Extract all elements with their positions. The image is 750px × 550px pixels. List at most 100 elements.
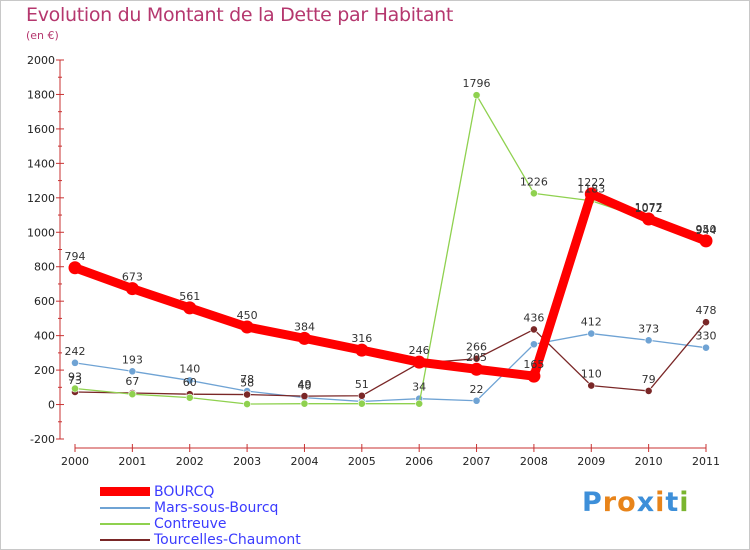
logo-letter: t bbox=[665, 487, 680, 518]
y-tick-label: 600 bbox=[34, 295, 55, 308]
data-label-bourcq: 165 bbox=[523, 358, 544, 371]
data-point-bourcq bbox=[125, 282, 139, 296]
data-label-tourcelles-chaumont: 110 bbox=[581, 368, 602, 381]
data-point-tourcelles-chaumont bbox=[587, 381, 596, 390]
y-tick-label: -200 bbox=[30, 433, 55, 446]
x-tick-label: 2002 bbox=[176, 455, 204, 468]
data-point-contreuve bbox=[300, 399, 309, 408]
data-label-bourcq: 205 bbox=[466, 351, 487, 364]
series-line-contreuve bbox=[74, 94, 707, 405]
data-label-bourcq: 950 bbox=[696, 223, 717, 236]
data-label-contreuve: 93 bbox=[68, 371, 82, 384]
logo-letter: r bbox=[602, 487, 618, 518]
data-label-mars-sous-bourcq: 412 bbox=[581, 316, 602, 329]
data-point-tourcelles-chaumont bbox=[357, 391, 366, 400]
y-tick-label: 400 bbox=[34, 330, 55, 343]
y-tick-label: 1400 bbox=[27, 157, 55, 170]
data-label-mars-sous-bourcq: 22 bbox=[470, 383, 484, 396]
data-point-bourcq bbox=[584, 187, 598, 201]
legend-label-contreuve: Contreuve bbox=[154, 516, 227, 532]
y-tick-label: 0 bbox=[48, 399, 55, 412]
x-tick-label: 2008 bbox=[520, 455, 548, 468]
data-point-contreuve bbox=[530, 189, 538, 198]
data-label-mars-sous-bourcq: 373 bbox=[638, 322, 659, 335]
axes: -200 0 200 400 600 800 1000 1200 1400 1600 1800 200… bbox=[27, 54, 720, 468]
data-point-tourcelles-chaumont bbox=[644, 387, 653, 395]
data-point-contreuve bbox=[128, 390, 137, 399]
data-point-mars-sous-bourcq bbox=[185, 376, 194, 385]
legend-swatch-contreuve bbox=[100, 523, 150, 525]
data-label-contreuve: 1226 bbox=[520, 175, 548, 188]
y-tick-label: 200 bbox=[34, 364, 55, 377]
data-point-mars-sous-bourcq bbox=[128, 367, 137, 376]
x-tick-label: 2004 bbox=[290, 455, 318, 468]
data-label-tourcelles-chaumont: 60 bbox=[183, 376, 197, 389]
chart-title: Evolution du Montant de la Dette par Hab… bbox=[26, 4, 454, 26]
y-tick-label: 1000 bbox=[27, 226, 55, 239]
series-layer bbox=[68, 91, 713, 408]
data-label-bourcq: 1222 bbox=[577, 176, 605, 189]
data-label-contreuve: 944 bbox=[696, 224, 717, 237]
x-tick-label: 2009 bbox=[577, 455, 605, 468]
y-tick-label: 1200 bbox=[27, 192, 55, 205]
data-label-tourcelles-chaumont: 58 bbox=[240, 377, 254, 390]
legend-label-bourcq: BOURCQ bbox=[154, 484, 215, 500]
data-point-bourcq bbox=[412, 355, 426, 369]
proxiti-logo: Proxiti bbox=[582, 487, 690, 518]
data-point-tourcelles-chaumont bbox=[300, 392, 309, 401]
legend-swatch-mars-sous-bourcq bbox=[100, 507, 150, 509]
data-label-bourcq: 673 bbox=[122, 271, 143, 284]
data-point-contreuve bbox=[243, 400, 251, 408]
x-tick-label: 2010 bbox=[635, 455, 663, 468]
x-tick-label: 2003 bbox=[233, 455, 261, 468]
legend-label-tourcelles-chaumont: Tourcelles-Chaumont bbox=[154, 532, 301, 548]
data-label-mars-sous-bourcq: 242 bbox=[65, 345, 86, 358]
logo-letter: i bbox=[655, 487, 666, 518]
data-point-bourcq bbox=[297, 331, 311, 345]
data-label-bourcq: 794 bbox=[65, 250, 86, 263]
legend-label-mars-sous-bourcq: Mars-sous-Bourcq bbox=[154, 500, 279, 516]
data-point-contreuve bbox=[71, 384, 79, 393]
data-label-tourcelles-chaumont: 79 bbox=[642, 373, 656, 386]
logo-letter: o bbox=[617, 487, 637, 518]
data-label-mars-sous-bourcq: 140 bbox=[179, 362, 200, 375]
data-label-tourcelles-chaumont: 51 bbox=[355, 378, 369, 391]
data-label-tourcelles-chaumont: 49 bbox=[297, 378, 311, 391]
data-label-bourcq: 1077 bbox=[635, 201, 663, 214]
data-label-contreuve: 1796 bbox=[463, 77, 491, 90]
series-line-bourcq bbox=[70, 189, 711, 381]
data-label-bourcq: 450 bbox=[237, 309, 258, 322]
data-point-tourcelles-chaumont bbox=[472, 354, 481, 363]
data-label-mars-sous-bourcq: 34 bbox=[412, 381, 426, 394]
data-point-bourcq bbox=[642, 212, 656, 226]
data-label-tourcelles-chaumont: 478 bbox=[696, 304, 717, 317]
x-tick-label: 2011 bbox=[692, 455, 720, 468]
data-point-bourcq bbox=[183, 301, 197, 315]
line-chart: -200 0 200 400 600 800 1000 1200 1400 1600 1800 200… bbox=[27, 54, 720, 468]
data-label-contreuve: 1183 bbox=[577, 183, 605, 196]
y-tick-label: 1800 bbox=[27, 88, 55, 101]
data-point-bourcq bbox=[527, 369, 541, 383]
x-tick-label: 2000 bbox=[61, 455, 89, 468]
data-label-mars-sous-bourcq: 330 bbox=[696, 330, 717, 343]
data-point-contreuve bbox=[357, 399, 366, 408]
data-point-tourcelles-chaumont bbox=[243, 390, 251, 399]
series-line-tourcelles-chaumont bbox=[74, 321, 707, 397]
x-tick-label: 2005 bbox=[348, 455, 376, 468]
data-point-mars-sous-bourcq bbox=[702, 343, 710, 352]
data-point-mars-sous-bourcq bbox=[472, 396, 481, 405]
data-point-bourcq bbox=[355, 343, 369, 357]
x-tick-label: 2006 bbox=[405, 455, 433, 468]
data-labels: 794 673 561 450 384 316 246 205 165 1222 1077 950 24… bbox=[65, 77, 717, 396]
data-point-contreuve bbox=[472, 91, 481, 100]
chart-subtitle: (en €) bbox=[26, 29, 59, 42]
data-point-contreuve bbox=[415, 399, 424, 408]
data-point-tourcelles-chaumont bbox=[702, 318, 710, 327]
data-label-tourcelles-chaumont: 266 bbox=[466, 341, 487, 354]
data-label-bourcq: 316 bbox=[351, 332, 372, 345]
series-line-mars-sous-bourcq bbox=[74, 332, 707, 403]
data-point-contreuve bbox=[185, 393, 194, 402]
x-tick-label: 2001 bbox=[118, 455, 146, 468]
data-label-tourcelles-chaumont: 67 bbox=[125, 375, 139, 388]
data-point-bourcq bbox=[470, 362, 484, 376]
